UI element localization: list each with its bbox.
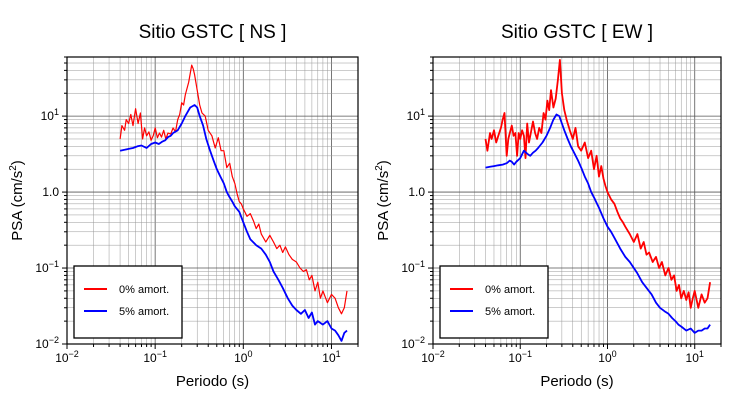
y-tick-label-exponent: 1 (54, 107, 59, 117)
legend-label: 5% amort. (485, 306, 535, 318)
ticks (62, 56, 359, 349)
y-axis-label: PSA (cm/s2) (8, 160, 26, 241)
legend-box (439, 265, 549, 339)
x-tick-label-base: 10 (322, 351, 336, 365)
y-tick-label: 10−1 (35, 259, 59, 275)
x-tick-label-exponent: 0 (247, 349, 252, 359)
y-tick-label: 101 (407, 107, 425, 123)
x-tick-label-base: 10 (598, 351, 612, 365)
x-tick-label-base: 10 (421, 351, 435, 365)
legend-label: 0% amort. (485, 284, 535, 296)
chart-title: Sitio GSTC [ EW ] (501, 22, 653, 43)
x-tick-label-exponent: −1 (157, 349, 167, 359)
y-tick-label-exponent: −1 (415, 259, 425, 269)
y-tick-label: 10−1 (401, 259, 425, 275)
x-tick-label-base: 10 (508, 351, 522, 365)
y-axis-label-end: ) (9, 160, 26, 165)
y-tick-label-exponent: −1 (49, 259, 59, 269)
x-tick-label-exponent: −2 (69, 349, 79, 359)
y-tick-label: 1.0 (42, 185, 59, 199)
ticks (428, 56, 722, 349)
y-tick-label-base: 10 (41, 109, 55, 123)
x-tick-label: 10−1 (143, 349, 167, 365)
x-tick-label-exponent: −2 (435, 349, 445, 359)
grid (66, 56, 359, 345)
series-line-undamped (484, 59, 711, 309)
legend: 0% amort. 5% amort. (439, 265, 549, 339)
x-tick-label-exponent: −1 (522, 349, 532, 359)
x-axis-label: Periodo (s) (540, 373, 613, 390)
legend-label: 0% amort. (119, 284, 169, 296)
y-tick-label-exponent: −2 (415, 335, 425, 345)
x-tick-label-exponent: 1 (336, 349, 341, 359)
y-tick-label-base: 10 (401, 337, 415, 351)
y-axis-label-end: ) (375, 160, 392, 165)
x-tick-label: 10−1 (508, 349, 532, 365)
series-line-damped (119, 104, 348, 342)
y-tick-label: 1.0 (408, 185, 425, 199)
x-tick-label: 101 (322, 349, 340, 365)
legend-label: 5% amort. (119, 306, 169, 318)
x-tick-label: 10−2 (421, 349, 445, 365)
series-group (484, 59, 711, 334)
x-tick-label: 100 (234, 349, 252, 365)
x-tick-label-exponent: 0 (612, 349, 617, 359)
series-group (119, 64, 348, 342)
series-line-damped (485, 113, 711, 334)
y-tick-label-exponent: −2 (49, 335, 59, 345)
y-axis-label-superscript: 2 (8, 165, 19, 171)
x-tick-label-base: 10 (686, 351, 700, 365)
y-axis-label-superscript: 2 (374, 165, 385, 171)
y-tick-label: 10−2 (35, 335, 59, 351)
y-tick-label-base: 10 (407, 109, 421, 123)
legend: 0% amort. 5% amort. (73, 265, 183, 339)
y-axis-label-main: PSA (cm/s (375, 171, 392, 241)
x-tick-label-base: 10 (234, 351, 248, 365)
y-tick-label-base: 10 (35, 261, 49, 275)
y-axis-label-main: PSA (cm/s (9, 171, 26, 241)
x-tick-label-base: 10 (55, 351, 69, 365)
plot-frame (432, 56, 722, 345)
y-axis-label: PSA (cm/s2) (374, 160, 392, 241)
y-tick-label-base: 10 (35, 337, 49, 351)
plot-frame (66, 56, 359, 345)
y-tick-label: 10−2 (401, 335, 425, 351)
x-tick-label: 101 (686, 349, 704, 365)
series-line-undamped (119, 64, 348, 315)
y-tick-label: 101 (41, 107, 59, 123)
y-tick-label-exponent: 1 (420, 107, 425, 117)
x-tick-label-base: 10 (143, 351, 157, 365)
legend-box (73, 265, 183, 339)
x-tick-label-exponent: 1 (699, 349, 704, 359)
y-tick-label-base: 10 (401, 261, 415, 275)
x-tick-label: 10−2 (55, 349, 79, 365)
chart-title: Sitio GSTC [ NS ] (139, 22, 287, 43)
x-axis-label: Periodo (s) (176, 373, 249, 390)
x-tick-label: 100 (598, 349, 616, 365)
